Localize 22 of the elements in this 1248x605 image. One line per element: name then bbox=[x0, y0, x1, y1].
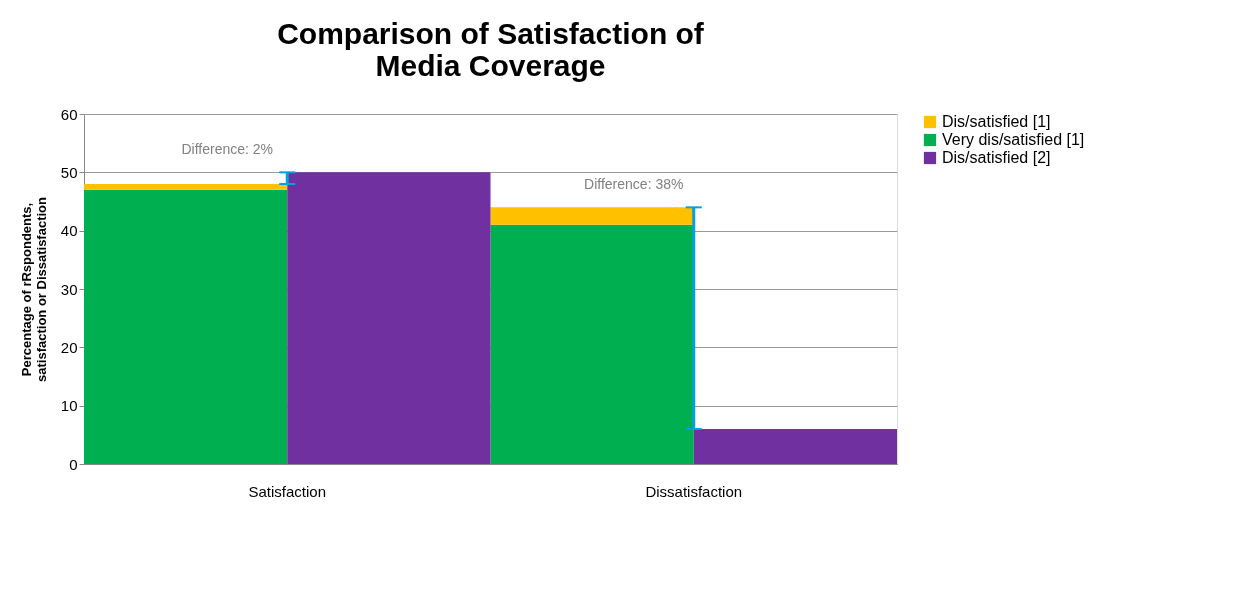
chart-title: Comparison of Satisfaction of Media Coverage bbox=[277, 17, 705, 82]
y-tick-label: 20 bbox=[60, 338, 78, 356]
bar bbox=[84, 184, 288, 190]
bar bbox=[490, 207, 694, 225]
annotation: Difference: 2% bbox=[181, 141, 274, 158]
y-axis-title: Percentage of rRspondents, satisfaction or Dissatisfaction bbox=[18, 196, 49, 382]
y-tick-label: 0 bbox=[69, 455, 78, 473]
legend-label: Dis/satisfied [1] bbox=[942, 113, 1051, 130]
bar bbox=[490, 224, 694, 464]
bar bbox=[287, 172, 491, 464]
y-tick-label: 30 bbox=[60, 280, 78, 298]
y-tick-label: 40 bbox=[60, 222, 78, 240]
bar bbox=[84, 189, 288, 464]
x-tick-label: Dissatisfaction bbox=[645, 482, 743, 500]
legend-label: Very dis/satisfied [1] bbox=[942, 131, 1085, 148]
legend-label: Dis/satisfied [2] bbox=[942, 149, 1051, 166]
y-tick-label: 60 bbox=[60, 105, 78, 123]
annotation: Difference: 38% bbox=[584, 176, 684, 193]
x-tick-label: Satisfaction bbox=[248, 482, 327, 500]
y-tick-label: 50 bbox=[60, 163, 78, 181]
bar bbox=[693, 429, 897, 464]
y-tick-label: 10 bbox=[60, 397, 78, 415]
